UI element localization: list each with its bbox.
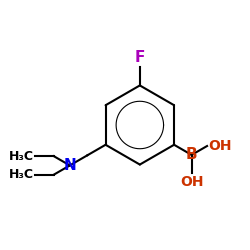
- Text: H₃C: H₃C: [9, 168, 34, 181]
- Text: B: B: [186, 148, 198, 162]
- Text: N: N: [64, 158, 76, 173]
- Text: OH: OH: [180, 175, 204, 189]
- Text: H₃C: H₃C: [9, 150, 34, 163]
- Text: OH: OH: [208, 139, 232, 153]
- Text: F: F: [135, 50, 145, 65]
